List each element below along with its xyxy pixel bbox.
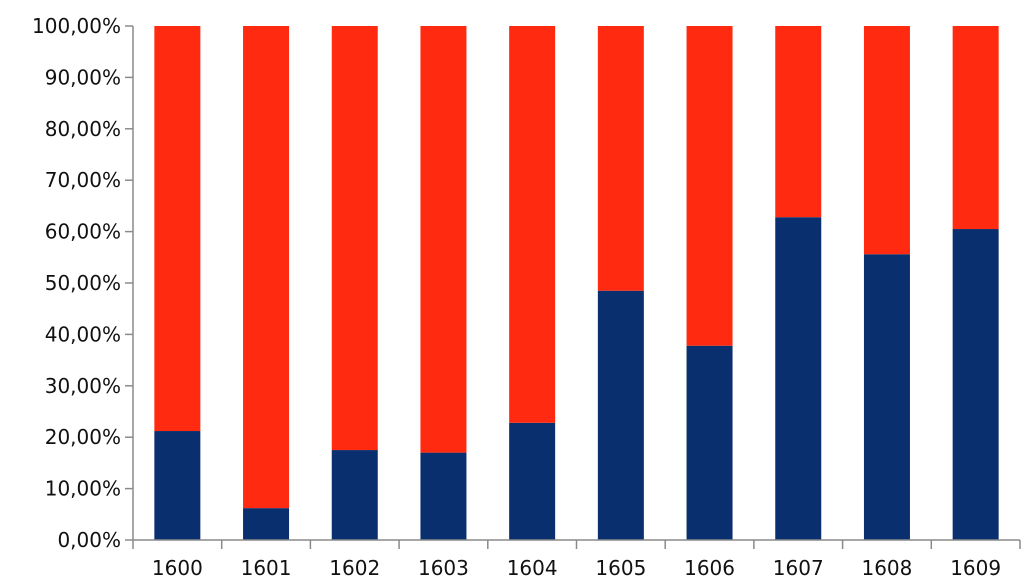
x-tick-label: 1606	[684, 556, 735, 580]
bar-segment-1609-series-1	[952, 229, 999, 540]
x-tick-label: 1609	[950, 556, 1001, 580]
bar-segment-1603-series-1	[420, 452, 467, 540]
x-tick-label: 1608	[861, 556, 912, 580]
y-tick-label: 40,00%	[45, 322, 121, 346]
x-tick-label: 1603	[418, 556, 469, 580]
x-axis: 1600 1601 1602 1603 1604 1605 1606 1607 1608 1609	[132, 539, 1021, 580]
bar-segment-1602-series-2	[331, 26, 378, 451]
bar-segment-1607-series-2	[775, 26, 822, 218]
bar-segment-1605-series-1	[597, 290, 644, 540]
bar-segment-1600-series-1	[154, 431, 201, 540]
y-tick-label: 20,00%	[45, 425, 121, 449]
x-tick-label: 1601	[241, 556, 292, 580]
bar-segment-1601-series-2	[243, 26, 290, 509]
y-tick-label: 50,00%	[45, 271, 121, 295]
y-tick-label: 60,00%	[45, 220, 121, 244]
bar-segment-1601-series-1	[243, 508, 290, 540]
x-tick-label: 1602	[329, 556, 380, 580]
bar-segment-1604-series-2	[509, 26, 556, 423]
y-tick-label: 90,00%	[45, 65, 121, 89]
bar-segment-1609-series-2	[952, 26, 999, 230]
bar-segment-1603-series-2	[420, 26, 467, 453]
y-tick-label: 30,00%	[45, 374, 121, 398]
bar-segment-1606-series-1	[686, 345, 733, 540]
y-tick-label: 10,00%	[45, 477, 121, 501]
x-tick-label: 1607	[773, 556, 824, 580]
bar-segment-1606-series-2	[686, 26, 733, 346]
y-tick-label: 70,00%	[45, 168, 121, 192]
bar-segment-1602-series-1	[331, 450, 378, 540]
bar-segment-1600-series-2	[154, 26, 201, 432]
y-tick-label: 80,00%	[45, 117, 121, 141]
bar-segment-1608-series-2	[863, 26, 910, 255]
y-tick-label: 0,00%	[57, 528, 121, 552]
bar-segment-1605-series-2	[597, 26, 644, 291]
bar-segment-1604-series-1	[509, 422, 556, 540]
x-tick-label: 1600	[152, 556, 203, 580]
y-axis: 0,00% 10,00% 20,00% 30,00% 40,00% 50,00% 60,00…	[32, 14, 134, 552]
bar-segment-1608-series-1	[863, 254, 910, 540]
bars-group	[154, 26, 999, 540]
y-tick-label: 100,00%	[32, 14, 121, 38]
bar-segment-1607-series-1	[775, 217, 822, 540]
x-tick-label: 1605	[595, 556, 646, 580]
x-tick-label: 1604	[507, 556, 558, 580]
